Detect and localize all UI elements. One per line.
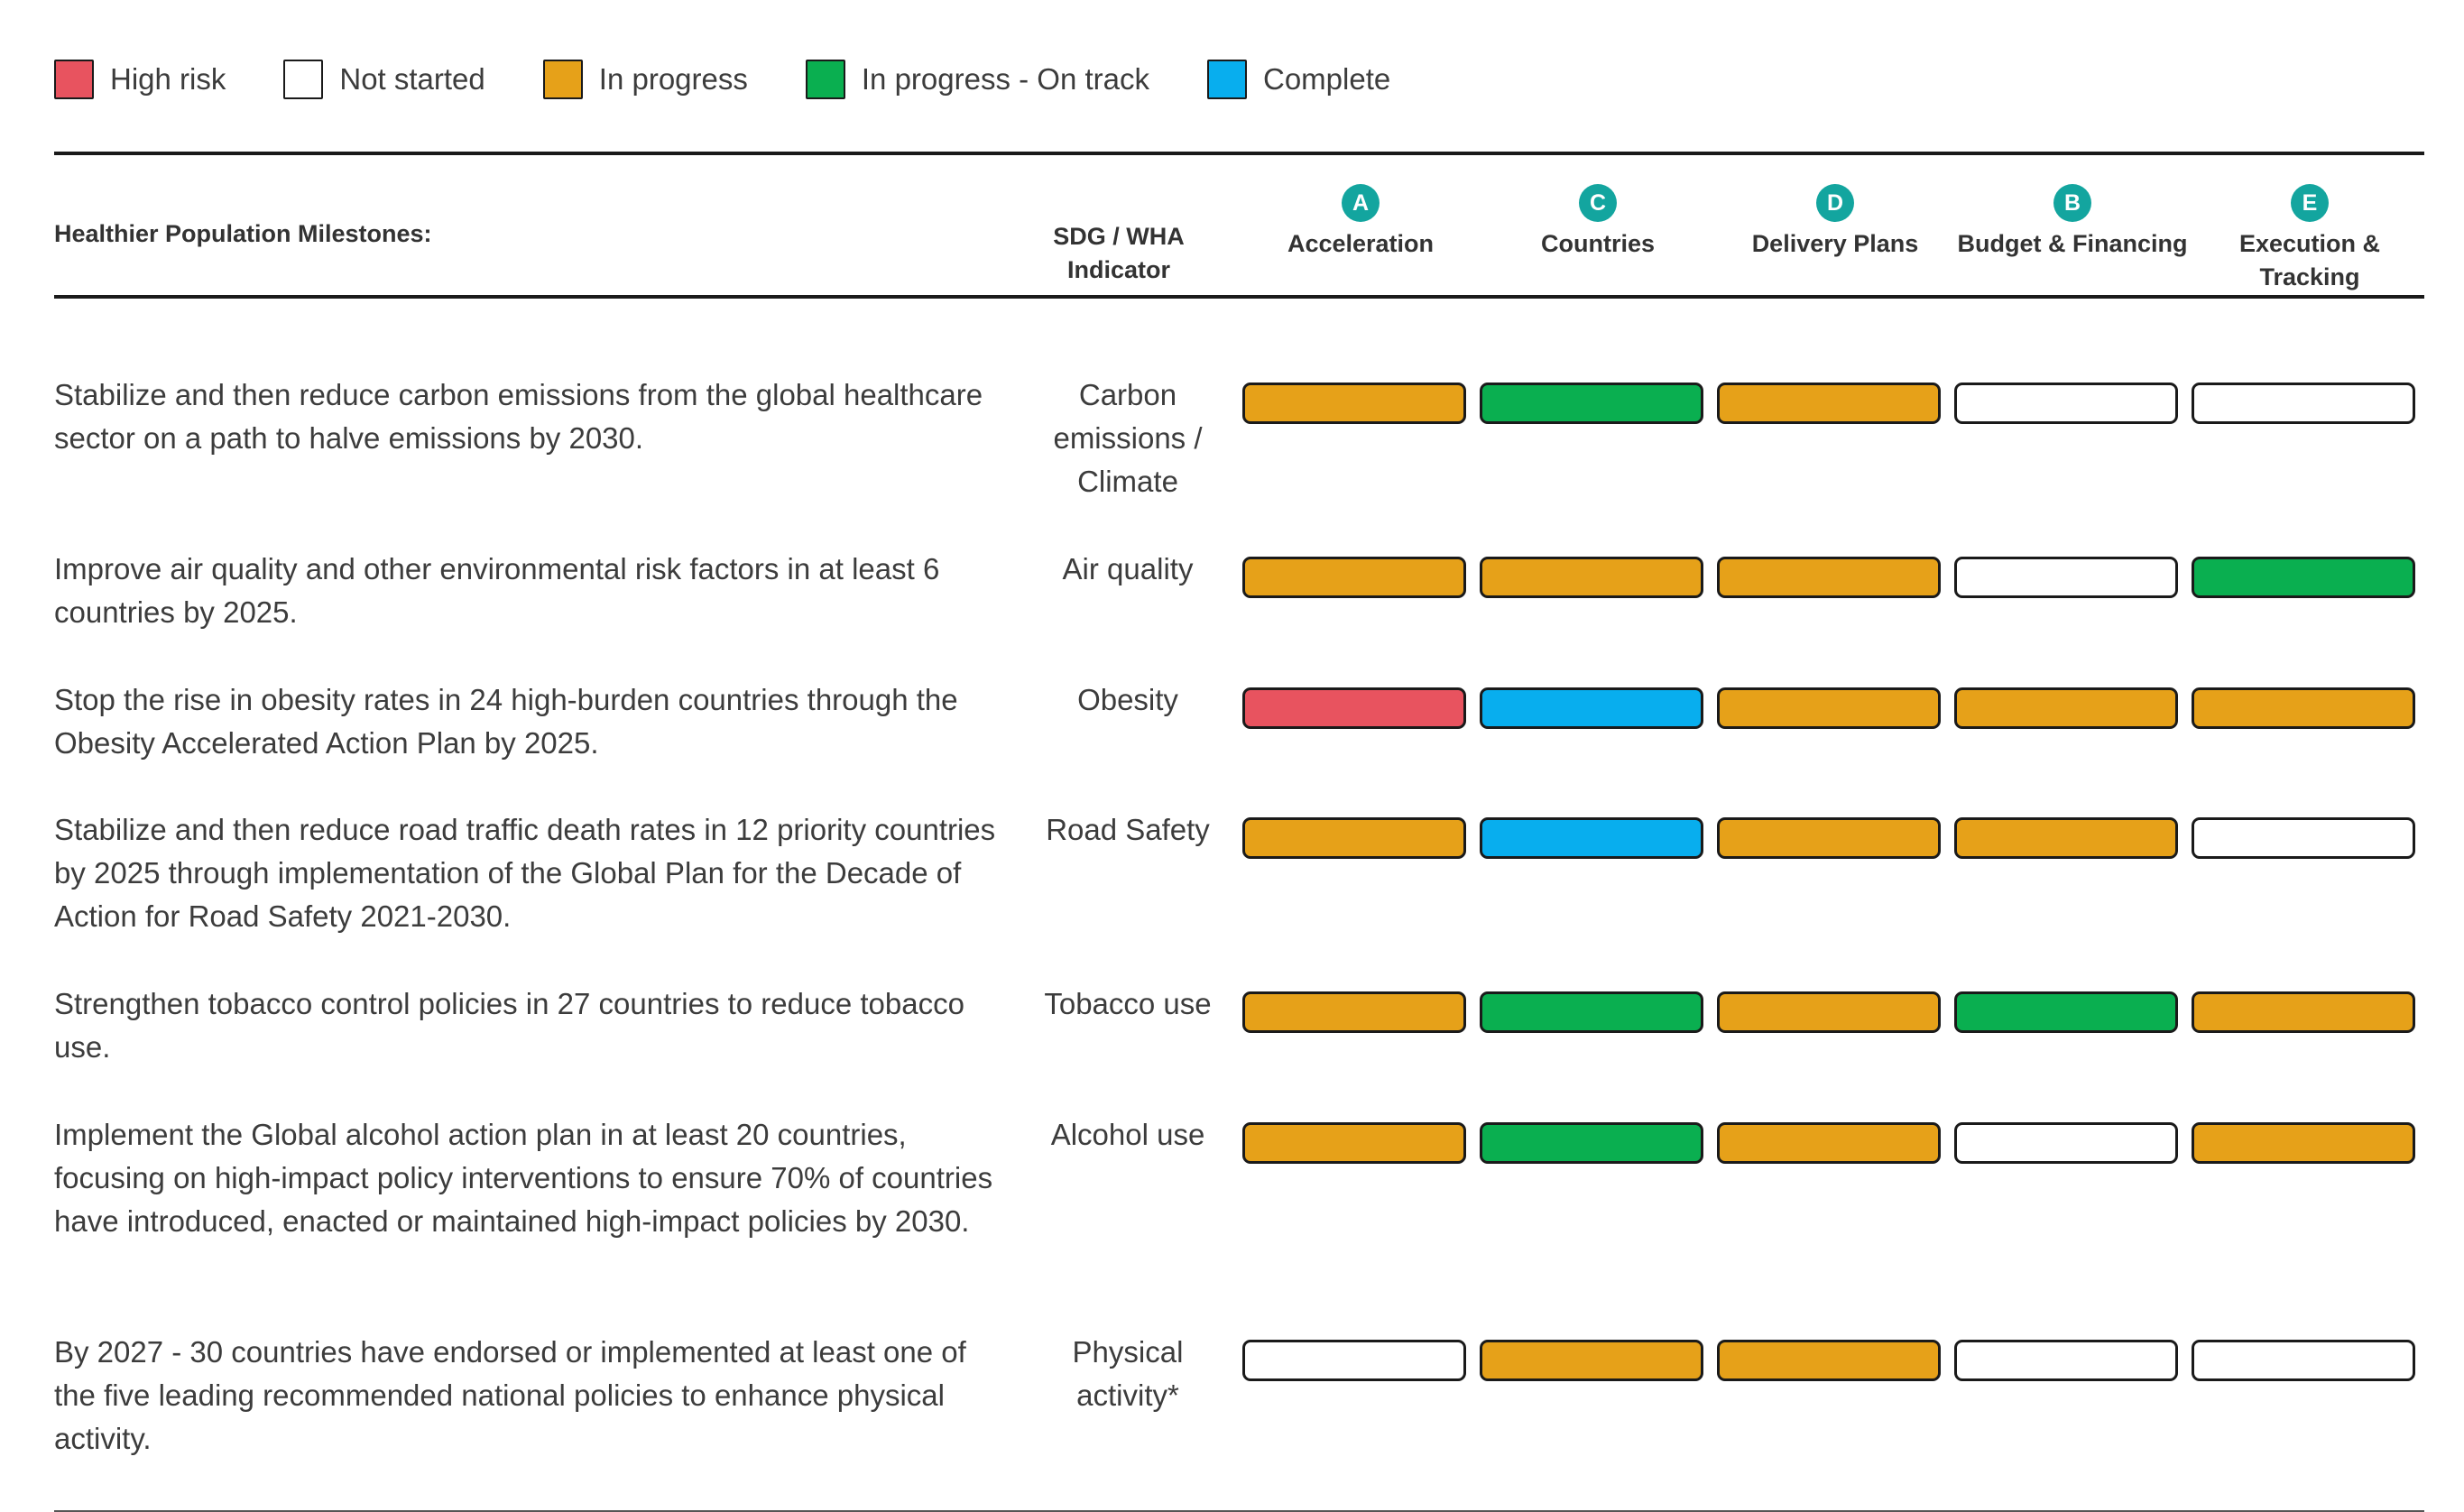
legend-label: Complete [1262, 62, 1391, 96]
legend-label: Not started [339, 62, 485, 96]
status-cell-delivery-plans [1717, 557, 1941, 598]
milestone-text: Implement the Global alcohol action plan… [54, 1118, 993, 1238]
status-cell-delivery-plans [1717, 1122, 1941, 1164]
column-label: Execution & [2238, 230, 2381, 257]
legend-item-not-started: Not started [283, 60, 485, 99]
indicator-text: Tobacco use [1044, 987, 1212, 1020]
milestone-text: Strengthen tobacco control policies in 2… [54, 987, 964, 1064]
indicator-text: Obesity [1077, 683, 1178, 716]
status-cell-delivery-plans [1717, 991, 1941, 1033]
status-cell-budget-financing [1954, 383, 2178, 424]
legend-item-complete: Complete [1206, 60, 1391, 99]
status-cell-execution-tracking [2192, 991, 2415, 1033]
status-cell-budget-financing [1954, 817, 2178, 859]
legend-label: In progress - On track [861, 62, 1149, 96]
indicator-text: Carbon emissions / Climate [1053, 378, 1203, 498]
column-header-countries: C Countries [1480, 184, 1716, 261]
column-label: Acceleration [1287, 230, 1435, 257]
status-cell-acceleration [1242, 1122, 1466, 1164]
legend-swatch-on-track [805, 60, 845, 99]
milestone-text: By 2027 - 30 countries have endorsed or … [54, 1335, 966, 1455]
milestones-column-header: Healthier Population Milestones: [54, 220, 432, 247]
status-cell-countries [1480, 383, 1703, 424]
indicator-header-line: Indicator [1066, 256, 1170, 283]
status-cell-budget-financing [1954, 991, 2178, 1033]
column-label: Countries [1540, 230, 1655, 257]
status-cell-execution-tracking [2192, 817, 2415, 859]
column-badge: D [1816, 184, 1854, 222]
milestone-text: Stabilize and then reduce carbon emissio… [54, 378, 983, 455]
indicator-text: Physical activity* [1072, 1335, 1184, 1412]
column-label: Delivery Plans [1751, 230, 1919, 257]
indicator-text: Air quality [1062, 552, 1194, 585]
column-header-budget-financing: B Budget & Financing [1954, 184, 2191, 261]
status-cell-countries [1480, 1122, 1703, 1164]
status-cell-execution-tracking [2192, 1122, 2415, 1164]
column-badge: E [2291, 184, 2329, 222]
status-cell-delivery-plans [1717, 383, 1941, 424]
column-badge: B [2053, 184, 2091, 222]
status-cell-execution-tracking [2192, 557, 2415, 598]
header-top-rule [54, 152, 2424, 155]
column-header-acceleration: A Acceleration [1242, 184, 1479, 261]
status-cell-budget-financing [1954, 1340, 2178, 1381]
column-badge: C [1579, 184, 1617, 222]
legend-swatch-high-risk [54, 60, 94, 99]
status-cell-countries [1480, 1340, 1703, 1381]
milestone-text: Improve air quality and other environmen… [54, 552, 940, 629]
status-cell-delivery-plans [1717, 1340, 1941, 1381]
status-cell-acceleration [1242, 383, 1466, 424]
legend-swatch-in-progress [542, 60, 583, 99]
header-bottom-rule [54, 295, 2424, 299]
legend-item-on-track: In progress - On track [805, 60, 1149, 99]
column-label: Tracking [2259, 263, 2360, 290]
legend-swatch-not-started [283, 60, 324, 99]
status-cell-countries [1480, 991, 1703, 1033]
status-cell-budget-financing [1954, 687, 2178, 729]
status-cell-countries [1480, 687, 1703, 729]
column-label: Budget & Financing [1957, 230, 2188, 257]
status-cell-execution-tracking [2192, 1340, 2415, 1381]
legend-item-high-risk: High risk [54, 60, 226, 99]
indicator-text: Road Safety [1046, 813, 1210, 846]
status-cell-acceleration [1242, 687, 1466, 729]
legend-label: In progress [598, 62, 748, 96]
indicator-header-line: SDG / WHA [1053, 223, 1185, 250]
indicator-text: Alcohol use [1050, 1118, 1205, 1151]
indicator-column-header: SDG / WHA Indicator [1011, 220, 1227, 287]
status-cell-delivery-plans [1717, 687, 1941, 729]
status-cell-acceleration [1242, 557, 1466, 598]
status-cell-acceleration [1242, 991, 1466, 1033]
status-cell-countries [1480, 557, 1703, 598]
column-header-delivery-plans: D Delivery Plans [1717, 184, 1953, 261]
status-cell-budget-financing [1954, 1122, 2178, 1164]
status-cell-execution-tracking [2192, 687, 2415, 729]
status-cell-countries [1480, 817, 1703, 859]
milestone-text: Stop the rise in obesity rates in 24 hig… [54, 683, 958, 760]
legend-swatch-complete [1206, 60, 1247, 99]
status-legend: High risk Not started In progress In pro… [54, 58, 1448, 101]
status-cell-acceleration [1242, 817, 1466, 859]
legend-label: High risk [110, 62, 226, 96]
status-cell-delivery-plans [1717, 817, 1941, 859]
column-header-execution-tracking: E Execution & Tracking [2192, 184, 2428, 294]
milestone-text: Stabilize and then reduce road traffic d… [54, 813, 996, 933]
legend-item-in-progress: In progress [542, 60, 748, 99]
status-cell-budget-financing [1954, 557, 2178, 598]
status-cell-acceleration [1242, 1340, 1466, 1381]
column-badge: A [1342, 184, 1380, 222]
status-cell-execution-tracking [2192, 383, 2415, 424]
